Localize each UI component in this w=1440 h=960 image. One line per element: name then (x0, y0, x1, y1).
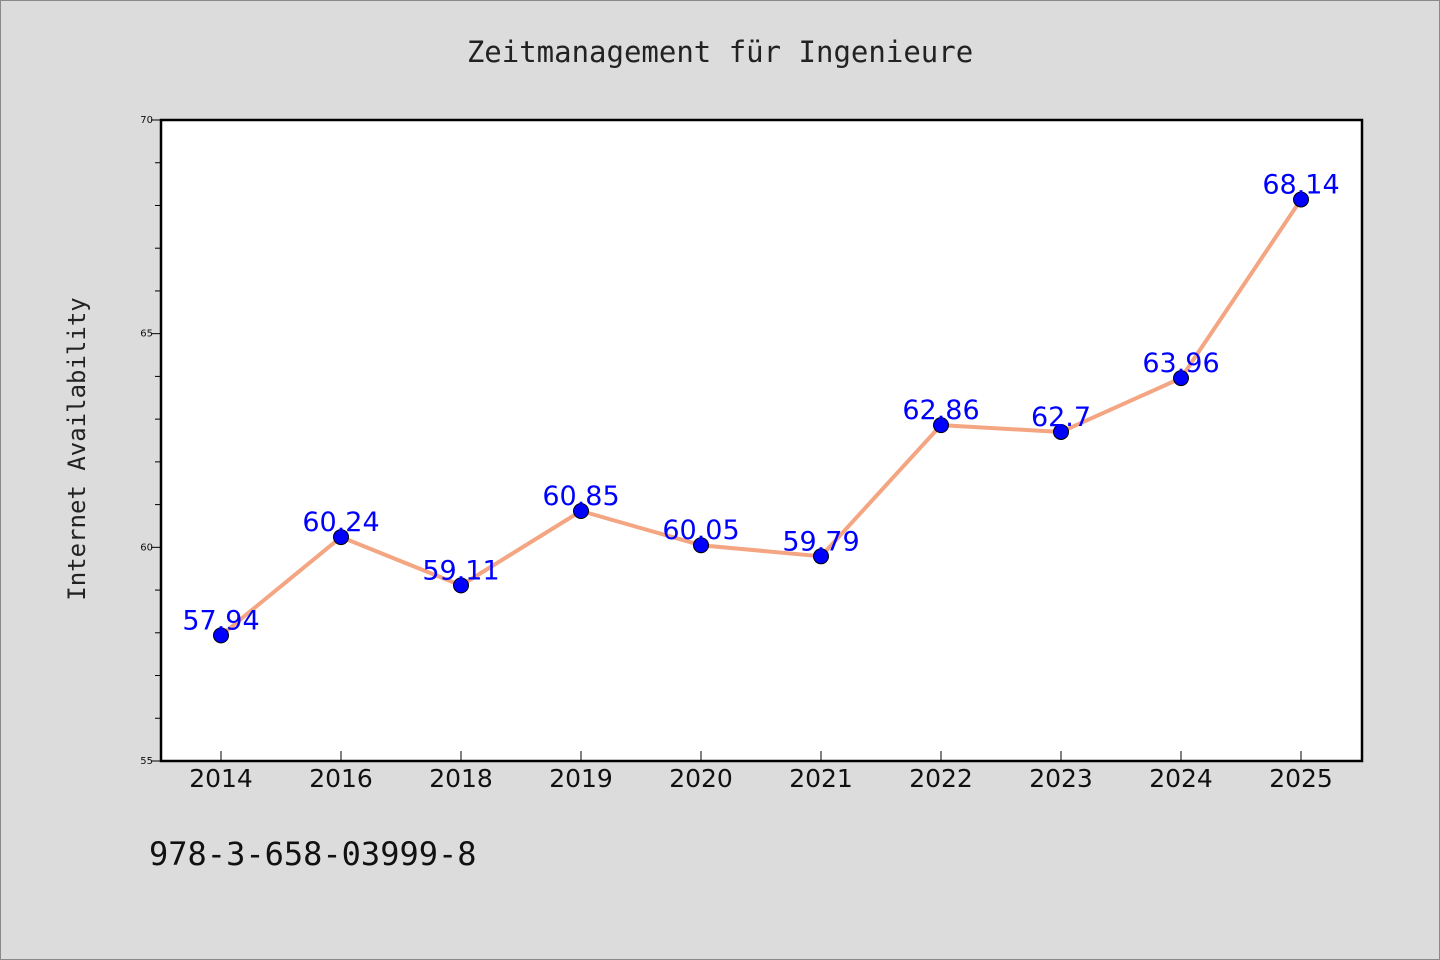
data-label: 57.94 (182, 605, 259, 636)
data-labels: 57.94 60.24 59.11 60.85 60.05 59.79 62.86 62.7 6… (182, 169, 1339, 636)
data-point (573, 503, 589, 520)
x-tick-label: 2021 (789, 764, 853, 793)
data-point (453, 577, 469, 594)
x-tick-label: 2023 (1029, 764, 1093, 793)
x-tick-label: 2018 (429, 764, 493, 793)
isbn-text: 978-3-658-03999-8 (149, 835, 477, 873)
data-point (1053, 423, 1069, 440)
data-label: 59.79 (782, 526, 859, 557)
x-tick-label: 2022 (909, 764, 973, 793)
data-point (693, 537, 709, 554)
plot-frame (159, 118, 1364, 763)
x-tick-label: 2016 (309, 764, 373, 793)
x-tick-label: 2020 (669, 764, 733, 793)
y-tick-label: 55 (140, 756, 153, 767)
data-label: 60.24 (302, 507, 379, 538)
y-axis: 55 60 65 70 (140, 115, 161, 767)
data-label: 60.85 (542, 481, 619, 512)
x-tick-label: 2019 (549, 764, 613, 793)
y-tick-label: 60 (140, 542, 153, 553)
x-axis: 2014 2016 2018 2019 2020 2021 2022 2023 2024 2025 (189, 751, 1333, 793)
x-tick-label: 2014 (189, 764, 253, 793)
data-point (213, 627, 229, 644)
data-label: 59.11 (422, 555, 499, 586)
y-tick-label: 70 (140, 115, 153, 126)
y-tick-label: 65 (140, 329, 153, 340)
data-label: 63.96 (1142, 348, 1219, 379)
data-label: 68.14 (1262, 169, 1339, 200)
series-line (219, 198, 1303, 637)
data-point (933, 417, 949, 434)
data-point (1173, 370, 1189, 387)
data-label: 62.7 (1031, 402, 1091, 433)
data-point (1293, 191, 1309, 208)
data-point (333, 529, 349, 546)
data-label: 60.05 (662, 515, 739, 546)
data-label: 62.86 (902, 395, 979, 426)
data-point (813, 548, 829, 565)
x-tick-label: 2025 (1269, 764, 1333, 793)
x-tick-label: 2024 (1149, 764, 1213, 793)
data-points (213, 191, 1309, 644)
plot-area (161, 120, 1362, 761)
chart-title: Zeitmanagement für Ingenieure (466, 35, 974, 69)
